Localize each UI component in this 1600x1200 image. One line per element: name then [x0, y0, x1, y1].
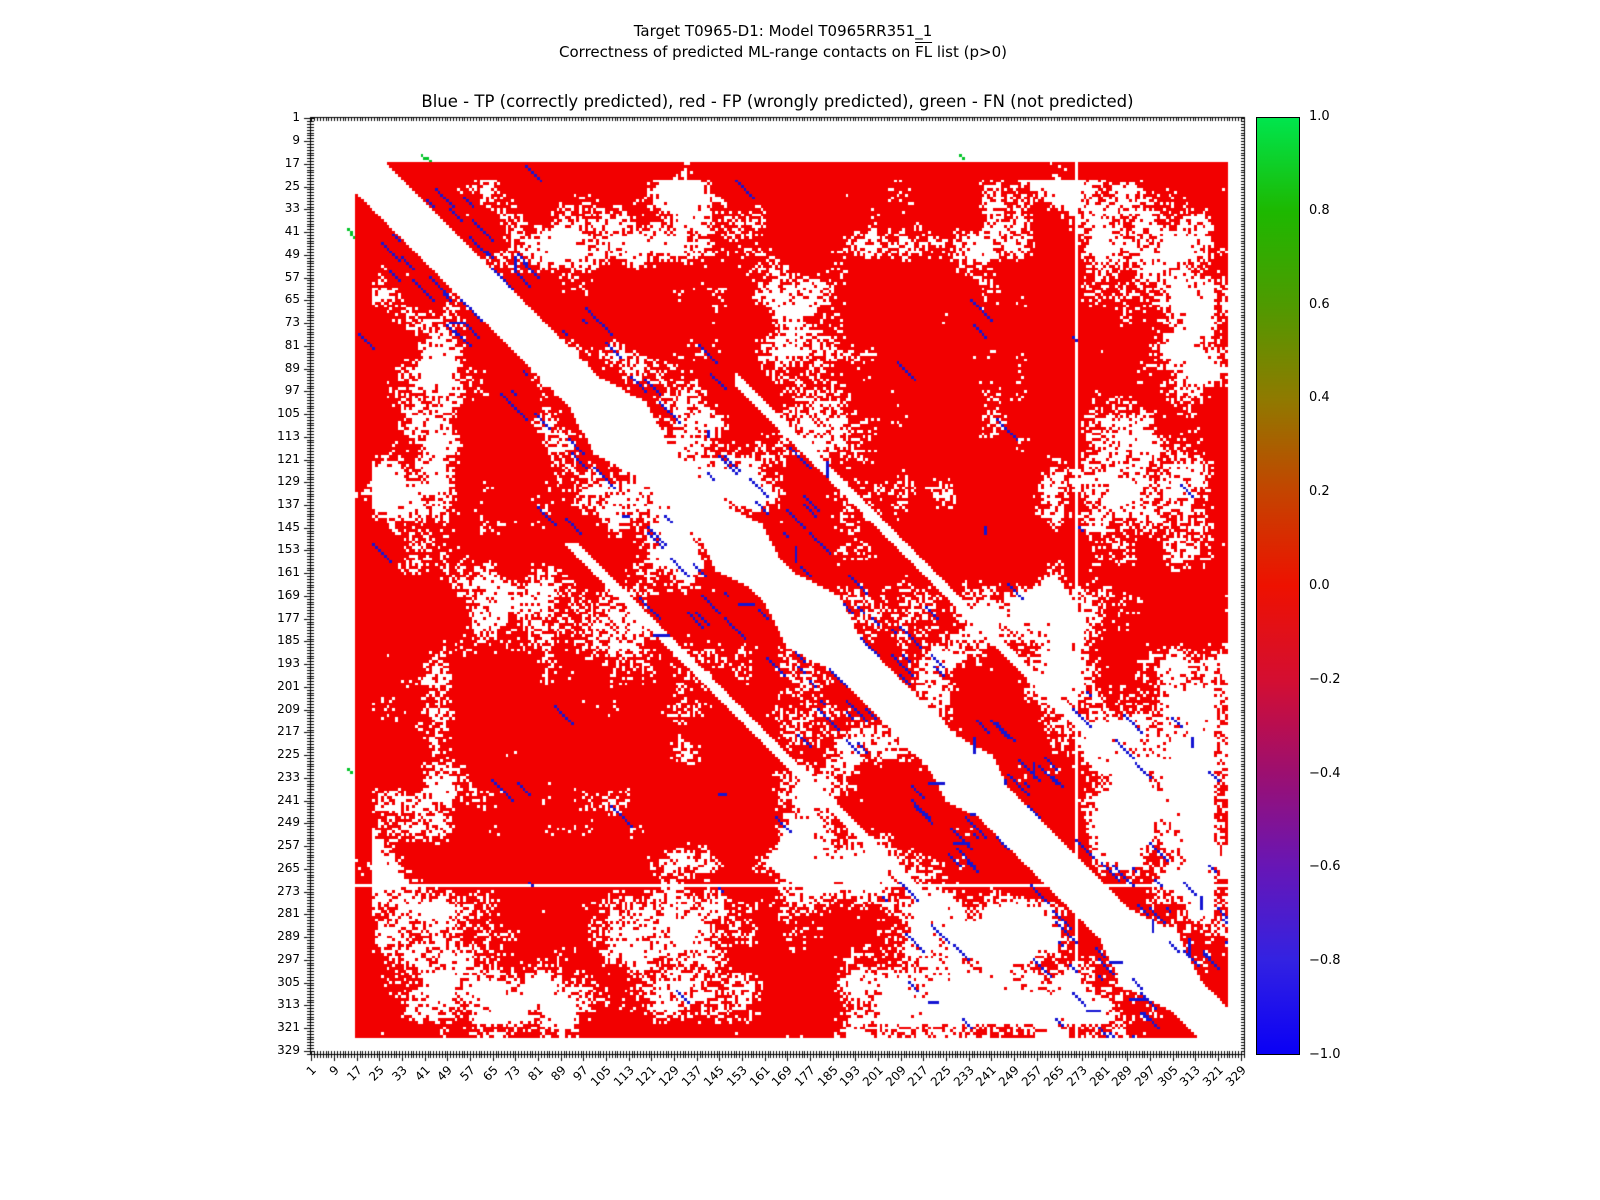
- colorbar-tick-label: 0.8: [1309, 202, 1330, 218]
- y-tick-label: 177: [277, 610, 300, 625]
- colorbar-gradient: [1256, 117, 1300, 1055]
- y-tick-label: 297: [277, 951, 300, 966]
- y-tick-label: 249: [277, 815, 300, 830]
- y-tick-label: 305: [277, 974, 300, 989]
- colorbar-tick-label: −0.8: [1309, 953, 1341, 969]
- y-tick-label: 113: [277, 428, 300, 443]
- y-tick-label: 153: [277, 542, 300, 557]
- y-tick-label: 217: [277, 724, 300, 739]
- y-tick-label: 193: [277, 656, 300, 671]
- y-tick-label: 1: [292, 110, 300, 125]
- colorbar-tick-label: 0.2: [1309, 484, 1330, 500]
- axes-title: Blue - TP (correctly predicted), red - F…: [421, 92, 1134, 111]
- y-tick-label: 97: [284, 383, 300, 398]
- colorbar-tick-label: −1.0: [1309, 1047, 1341, 1062]
- y-tick-label: 145: [277, 519, 300, 534]
- y-tick-label: 313: [277, 997, 300, 1012]
- y-tick-label: 289: [277, 929, 300, 944]
- figure-title: Target T0965-D1: Model T0965RR351_1: [633, 22, 933, 40]
- y-tick-label: 121: [277, 451, 300, 466]
- y-tick-label: 129: [277, 474, 300, 489]
- colorbar-tick-label: 0.6: [1309, 296, 1330, 312]
- y-tick-label: 329: [277, 1042, 300, 1057]
- figure-subtitle-pre: Correctness of predicted ML-range contac…: [559, 43, 916, 61]
- y-tick-label: 161: [277, 565, 300, 580]
- y-tick-label: 65: [284, 292, 300, 307]
- y-tick-label: 321: [277, 1019, 300, 1034]
- y-tick-label: 25: [284, 178, 300, 193]
- colorbar-tick-label: 1.0: [1309, 109, 1330, 124]
- y-tick-label: 281: [277, 906, 300, 921]
- y-tick-label: 73: [284, 315, 300, 330]
- y-tick-label: 137: [277, 496, 300, 511]
- y-tick-label: 17: [284, 155, 300, 170]
- y-tick-label: 169: [277, 587, 300, 602]
- y-tick-label: 241: [277, 792, 300, 807]
- y-tick-label: 265: [277, 860, 300, 875]
- colorbar-tick-label: −0.4: [1309, 765, 1341, 781]
- figure-subtitle-overline: FL: [915, 43, 933, 61]
- y-tick-label: 49: [284, 246, 300, 261]
- y-tick-label: 9: [292, 133, 300, 148]
- y-tick-label: 257: [277, 838, 300, 853]
- y-tick-label: 225: [277, 747, 300, 762]
- y-tick-label: 209: [277, 701, 300, 716]
- y-tick-label: 81: [284, 337, 300, 352]
- y-tick-label: 273: [277, 883, 300, 898]
- y-tick-label: 105: [277, 406, 300, 421]
- y-tick-label: 41: [284, 224, 300, 239]
- colorbar-tick-label: −0.6: [1309, 859, 1341, 875]
- y-tick-label: 185: [277, 633, 300, 648]
- figure-subtitle-post: list (p>0): [932, 43, 1007, 61]
- figure-subtitle: Correctness of predicted ML-range contac…: [0, 43, 1566, 61]
- y-tick-label: 233: [277, 769, 300, 784]
- colorbar-tick-label: 0.4: [1309, 390, 1330, 406]
- colorbar-tick-label: 0.0: [1309, 578, 1330, 593]
- y-tick-label: 33: [284, 201, 300, 216]
- y-tick-label: 201: [277, 678, 300, 693]
- colorbar-tick-label: −0.2: [1309, 671, 1341, 687]
- y-tick-label: 89: [284, 360, 300, 375]
- y-tick-label: 57: [284, 269, 300, 284]
